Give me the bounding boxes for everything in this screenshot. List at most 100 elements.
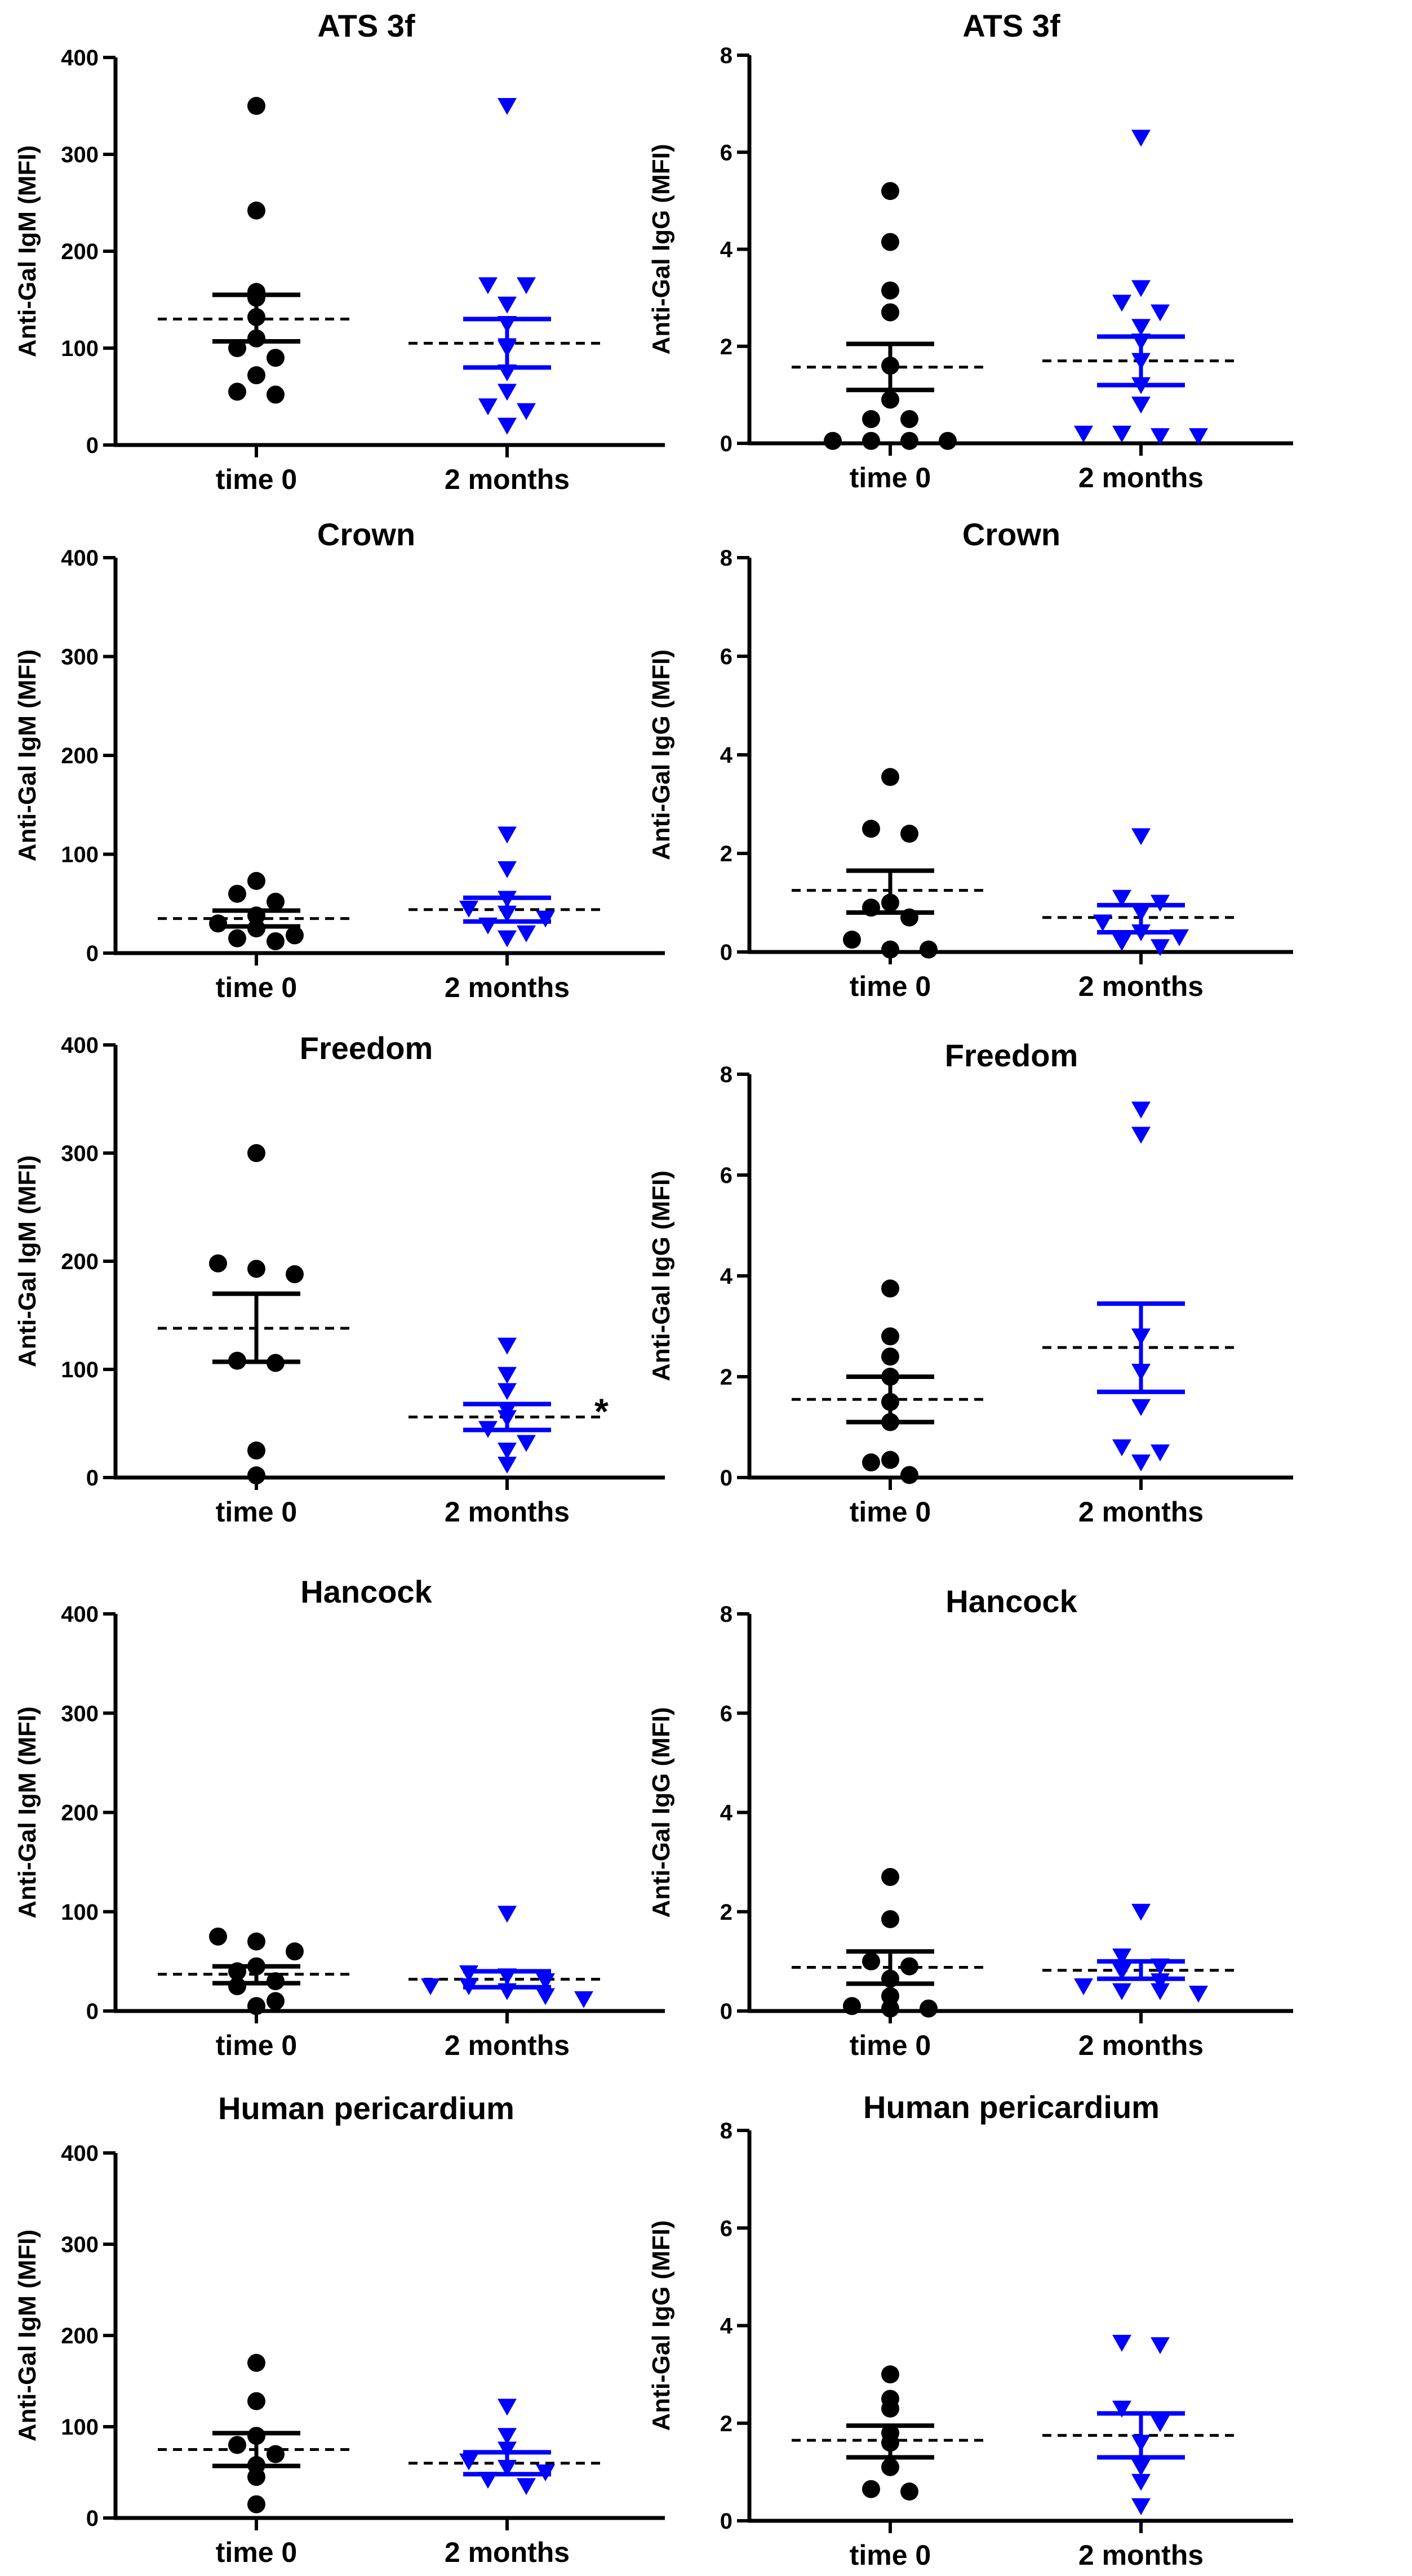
x-category-label: time 0	[216, 1496, 298, 1528]
x-category-label: time 0	[850, 971, 931, 1002]
data-point	[228, 339, 246, 357]
y-tick-label: 400	[61, 2141, 99, 2166]
data-point	[498, 2399, 517, 2416]
y-tick-label: 8	[720, 1602, 732, 1627]
data-point	[517, 403, 536, 420]
data-point	[1112, 934, 1131, 951]
y-tick-label: 0	[86, 1466, 99, 1491]
y-tick-label: 6	[720, 1701, 732, 1726]
chart-title: Freedom	[300, 1030, 433, 1066]
data-point	[247, 871, 265, 890]
data-point	[1112, 1948, 1131, 1966]
series-2-months	[408, 1337, 606, 1474]
data-point	[881, 1279, 899, 1298]
y-tick-label: 0	[720, 1999, 732, 2024]
data-point	[920, 940, 938, 959]
y-tick-label: 100	[61, 1358, 99, 1382]
data-point	[1112, 2334, 1131, 2352]
data-point	[286, 926, 304, 945]
data-point	[881, 182, 899, 201]
x-category-label: time 0	[850, 2539, 931, 2571]
data-point	[881, 233, 899, 251]
chart-panel-6: Freedom Anti-Gal IgG (MFI) 0 2 4 6 8 time 0 2 mo…	[647, 1038, 1293, 1528]
y-tick-label: 300	[61, 143, 99, 167]
x-category-label: 2 months	[445, 972, 570, 1003]
series-2-months	[1042, 828, 1240, 956]
y-tick-label: 0	[86, 1999, 99, 2024]
series-time-0	[792, 2365, 989, 2501]
y-axis-label: Anti-Gal IgM (MFI)	[14, 1706, 41, 1918]
chart-title: Crown	[962, 517, 1060, 552]
data-point	[498, 2428, 517, 2445]
data-point	[881, 1347, 899, 1366]
data-point	[498, 826, 517, 844]
data-point	[247, 2392, 265, 2410]
data-point	[517, 1435, 536, 1452]
y-tick-label: 0	[86, 433, 99, 458]
series-time-0	[792, 768, 989, 959]
data-point	[517, 925, 536, 942]
data-point	[862, 431, 880, 450]
data-point	[881, 768, 899, 786]
y-tick-label: 8	[720, 43, 732, 68]
y-tick-label: 2	[720, 842, 732, 866]
data-point	[498, 1383, 517, 1400]
y-tick-label: 0	[720, 431, 732, 456]
data-point	[498, 1367, 517, 1384]
data-point	[498, 384, 517, 401]
data-point	[247, 1144, 265, 1162]
x-category-label: 2 months	[1078, 2539, 1204, 2571]
y-tick-label: 300	[61, 645, 99, 670]
data-point	[1074, 425, 1093, 443]
chart-panel-1: ATS 3f Anti-Gal IgM (MFI) 0 100 200 300 400 tim…	[14, 8, 665, 495]
data-point	[498, 417, 517, 435]
y-axis-label: Anti-Gal IgM (MFI)	[14, 145, 41, 357]
data-point	[1112, 1983, 1131, 2000]
y-tick-label: 200	[61, 1249, 99, 1274]
chart-panel-9: Human pericardium Anti-Gal IgM (MFI) 0 100 2…	[14, 2090, 665, 2568]
y-tick-label: 200	[61, 744, 99, 768]
series-2-months	[408, 98, 606, 435]
y-axis-label: Anti-Gal IgM (MFI)	[14, 649, 41, 861]
data-point	[498, 98, 517, 115]
data-point	[517, 277, 536, 295]
data-point	[459, 901, 478, 918]
data-point	[862, 820, 880, 838]
y-tick-label: 300	[61, 1701, 99, 1726]
y-tick-label: 8	[720, 546, 732, 571]
data-point	[228, 2436, 246, 2454]
data-point	[1151, 2337, 1170, 2355]
data-point	[478, 277, 498, 295]
chart-panel-3: Crown Anti-Gal IgM (MFI) 0 100 200 300 400 time…	[14, 517, 665, 1003]
y-axis-label: Anti-Gal IgG (MFI)	[647, 1171, 675, 1381]
series-2-months	[1042, 1903, 1240, 2003]
data-point	[1131, 319, 1151, 336]
y-tick-label: 200	[61, 2324, 99, 2348]
y-tick-label: 4	[720, 2314, 733, 2339]
y-tick-label: 300	[61, 2232, 99, 2257]
data-point	[1131, 1454, 1151, 1472]
data-point	[498, 861, 517, 878]
data-point	[1131, 2473, 1151, 2491]
x-category-label: time 0	[850, 2030, 931, 2061]
x-category-label: time 0	[216, 2537, 298, 2568]
data-point	[1131, 1127, 1151, 1144]
x-category-label: time 0	[216, 972, 298, 1003]
data-point	[536, 910, 555, 928]
data-point	[862, 410, 880, 428]
series-time-0	[158, 2353, 355, 2513]
y-tick-label: 4	[720, 1801, 733, 1826]
x-category-label: 2 months	[1078, 462, 1204, 493]
y-tick-label: 100	[61, 2415, 99, 2440]
data-point	[209, 914, 227, 933]
data-point	[1151, 1444, 1170, 1462]
data-point	[498, 296, 517, 314]
data-point	[228, 382, 246, 401]
data-point	[1131, 2459, 1151, 2476]
y-tick-label: 4	[720, 238, 733, 263]
chart-title: ATS 3f	[962, 8, 1060, 43]
data-point	[498, 1906, 517, 1923]
data-point	[247, 1466, 265, 1485]
data-point	[247, 2353, 265, 2372]
y-axis-label: Anti-Gal IgM (MFI)	[14, 1155, 41, 1367]
